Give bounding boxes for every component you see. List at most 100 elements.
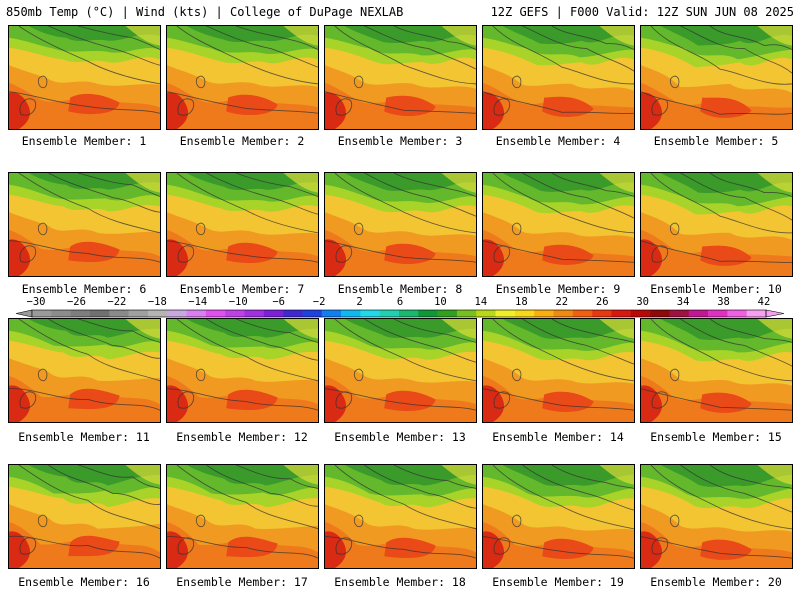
ensemble-member-label: Ensemble Member: 9 [473, 283, 643, 296]
ensemble-member-map [8, 25, 161, 130]
colorbar-swatch [457, 310, 477, 317]
colorbar-tick-label: −18 [148, 296, 167, 308]
colorbar-swatch [225, 310, 245, 317]
ensemble-member-map [640, 318, 793, 423]
ensemble-member-map [482, 318, 635, 423]
colorbar-swatch [650, 310, 670, 317]
ensemble-member-map [324, 318, 477, 423]
ensemble-member-map [8, 464, 161, 569]
colorbar-tick-label: −14 [188, 296, 207, 308]
colorbar-swatch [611, 310, 631, 317]
ensemble-member-map [166, 25, 319, 130]
colorbar-tick-label: 10 [434, 296, 447, 308]
colorbar-swatch [573, 310, 593, 317]
colorbar-tick-label: 42 [758, 296, 771, 308]
colorbar-swatch [747, 310, 767, 317]
colorbar-swatch [71, 310, 91, 317]
colorbar-swatch [264, 310, 284, 317]
ensemble-member-map [8, 318, 161, 423]
ensemble-member-map [482, 25, 635, 130]
colorbar-swatch [534, 310, 554, 317]
colorbar-swatch [476, 310, 496, 317]
ensemble-member-label: Ensemble Member: 7 [157, 283, 327, 296]
colorbar-swatch [689, 310, 709, 317]
colorbar-tick-label: −26 [67, 296, 86, 308]
colorbar-swatch [90, 310, 110, 317]
ensemble-member-label: Ensemble Member: 3 [315, 135, 485, 148]
colorbar-tick-label: 22 [555, 296, 568, 308]
colorbar-labels: −30 −26 −22 −18 −14 −10 −6 −2 2 6 10 14 18 22 26 30 34 38… [0, 296, 800, 308]
colorbar-tick-label: 6 [397, 296, 403, 308]
colorbar-swatch [302, 310, 322, 317]
ensemble-member-map [482, 172, 635, 277]
ensemble-member-map [166, 464, 319, 569]
ensemble-member-map [482, 464, 635, 569]
ensemble-member-map [640, 25, 793, 130]
colorbar-swatch [360, 310, 380, 317]
colorbar-left-arrow [16, 310, 32, 317]
colorbar-swatch [109, 310, 129, 317]
colorbar-tick-label: 18 [515, 296, 528, 308]
colorbar-tick-label: −2 [313, 296, 326, 308]
colorbar-tick-label: −30 [27, 296, 46, 308]
ensemble-member-label: Ensemble Member: 4 [473, 135, 643, 148]
colorbar-swatch [438, 310, 458, 317]
colorbar-tick-label: −22 [107, 296, 126, 308]
colorbar-tick-label: 30 [636, 296, 649, 308]
colorbar-swatch [496, 310, 516, 317]
ensemble-member-label: Ensemble Member: 10 [631, 283, 800, 296]
colorbar-tick-label: 26 [596, 296, 609, 308]
ensemble-member-label: Ensemble Member: 14 [473, 431, 643, 444]
ensemble-member-label: Ensemble Member: 8 [315, 283, 485, 296]
ensemble-member-map [324, 25, 477, 130]
ensemble-member-label: Ensemble Member: 1 [0, 135, 169, 148]
colorbar-swatch [554, 310, 574, 317]
colorbar-swatch [399, 310, 419, 317]
ensemble-member-map [324, 464, 477, 569]
colorbar-tick-label: 38 [717, 296, 730, 308]
colorbar-tick-label: −6 [272, 296, 285, 308]
colorbar-swatch [592, 310, 612, 317]
colorbar-right-arrow [766, 310, 784, 317]
ensemble-member-label: Ensemble Member: 15 [631, 431, 800, 444]
ensemble-member-map [640, 172, 793, 277]
colorbar-swatch [148, 310, 168, 317]
ensemble-member-label: Ensemble Member: 13 [315, 431, 485, 444]
valid-time-label: 12Z GEFS | F000 Valid: 12Z SUN JUN 08 20… [491, 5, 794, 19]
colorbar-swatch [206, 310, 226, 317]
colorbar-swatch [380, 310, 400, 317]
colorbar-tick-label: 2 [356, 296, 362, 308]
colorbar-swatch [669, 310, 689, 317]
map-title: 850mb Temp (°C) | Wind (kts) | College o… [6, 5, 403, 19]
colorbar-swatch [341, 310, 361, 317]
ensemble-member-map [166, 172, 319, 277]
ensemble-member-label: Ensemble Member: 2 [157, 135, 327, 148]
ensemble-member-label: Ensemble Member: 18 [315, 576, 485, 589]
ensemble-member-label: Ensemble Member: 17 [157, 576, 327, 589]
ensemble-member-map [324, 172, 477, 277]
colorbar-swatch [187, 310, 207, 317]
ensemble-member-label: Ensemble Member: 11 [0, 431, 169, 444]
ensemble-member-map [8, 172, 161, 277]
colorbar-swatch [515, 310, 535, 317]
colorbar-swatch [418, 310, 438, 317]
ensemble-member-label: Ensemble Member: 20 [631, 576, 800, 589]
ensemble-member-map [166, 318, 319, 423]
colorbar-swatch [708, 310, 728, 317]
ensemble-member-label: Ensemble Member: 19 [473, 576, 643, 589]
colorbar-swatch [32, 310, 52, 317]
ensemble-member-label: Ensemble Member: 6 [0, 283, 169, 296]
colorbar-tick-label: −10 [229, 296, 248, 308]
ensemble-member-label: Ensemble Member: 12 [157, 431, 327, 444]
colorbar-swatch [283, 310, 303, 317]
colorbar-swatch [244, 310, 264, 317]
colorbar-swatch [631, 310, 651, 317]
ensemble-member-label: Ensemble Member: 16 [0, 576, 169, 589]
colorbar-swatch [129, 310, 149, 317]
colorbar-swatch [727, 310, 747, 317]
ensemble-member-map [640, 464, 793, 569]
colorbar-tick-label: 14 [475, 296, 488, 308]
colorbar-swatch [322, 310, 342, 317]
colorbar-swatch [51, 310, 71, 317]
ensemble-member-label: Ensemble Member: 5 [631, 135, 800, 148]
